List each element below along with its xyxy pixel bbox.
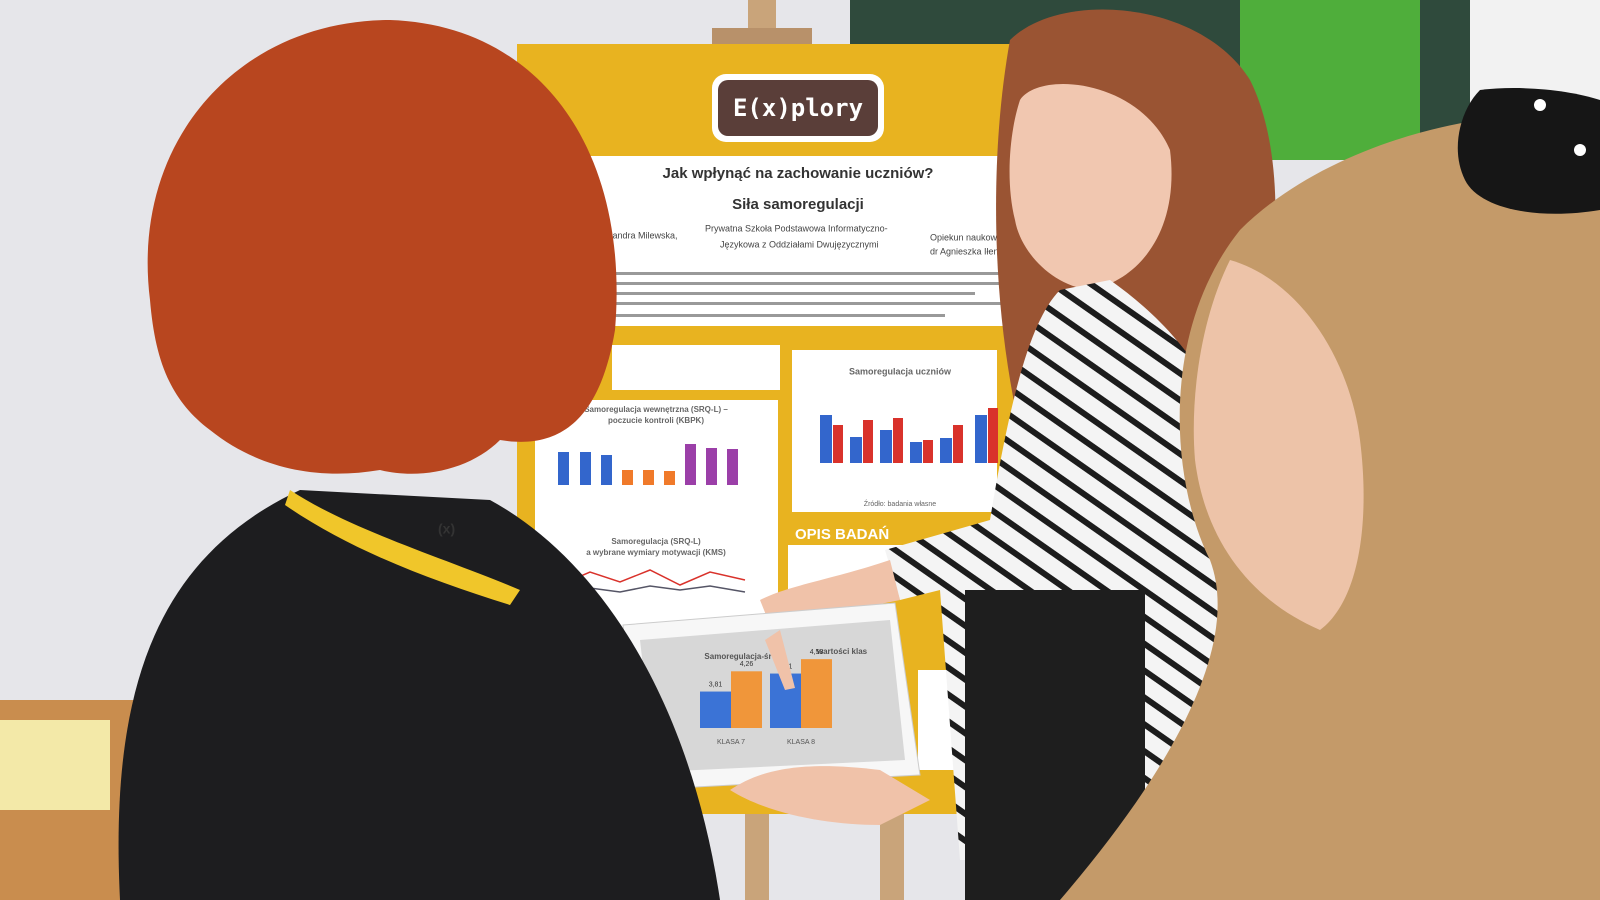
author: sandra Milewska, — [608, 230, 678, 240]
poster-chart-title: Samoregulacja wewnętrzna (SRQ-L) – — [584, 405, 728, 414]
arm — [760, 560, 900, 625]
poster-chart-title: Samoregulacja uczniów — [849, 366, 952, 376]
handout-title: Samoregulacja-śr — [704, 652, 771, 661]
school: Prywatna Szkoła Podstawowa Informatyczno… — [705, 223, 888, 233]
bow-dot — [1574, 144, 1586, 156]
logo: E(x)plory — [733, 94, 863, 122]
finger — [765, 630, 795, 690]
hair — [147, 20, 617, 474]
poster-chart-line — [559, 569, 746, 586]
poster-chart-title: poczucie kontroli (KBPK) — [608, 416, 704, 425]
window-sign — [1240, 0, 1420, 160]
lanyard — [285, 490, 520, 605]
poster-subtitle: Siła samoregulacji — [732, 196, 864, 213]
value-label: 3,81 — [709, 681, 723, 688]
poster-chart-title: Samoregulacja (SRQ-L) — [611, 537, 701, 546]
sweater — [118, 490, 720, 900]
advisor: dr Agnieszka Iłendo-Milew — [930, 246, 1035, 256]
title-panel — [590, 156, 1037, 326]
x-tick-label: KLASA 8 — [787, 739, 815, 746]
source: Źródło: badania własne — [864, 499, 936, 508]
hand — [730, 766, 930, 825]
bow-dot — [1534, 99, 1546, 111]
face — [1193, 260, 1364, 630]
school: Językowa z Oddziałami Dwujęzycznymi — [720, 239, 879, 249]
bar — [801, 659, 832, 728]
poster-chart-bars — [820, 408, 998, 463]
bar — [700, 691, 731, 728]
poster-chart-bars — [558, 444, 738, 485]
poster-title: Jak wpłynąć na zachowanie uczniów? — [663, 165, 934, 182]
value-label: 4,26 — [740, 661, 754, 668]
poster-chart-title: a wybrane wymiary motywacji (KMS) — [586, 548, 726, 557]
lanyard-text: (x) — [438, 521, 455, 537]
papers — [0, 720, 110, 810]
handout-chart: Samoregulacja-śr wartości klas KLASA 7 3,… — [700, 647, 868, 746]
x-tick-label: KLASA 7 — [717, 739, 745, 746]
body-text — [615, 272, 1015, 317]
section-heading: OPIS BADAŃ — [795, 526, 889, 543]
handout-title: wartości klas — [816, 647, 868, 656]
hair-bow — [1457, 88, 1600, 214]
text-panel — [612, 345, 780, 390]
logo-box — [718, 80, 878, 136]
value-label: 4,53 — [810, 649, 824, 656]
advisor: Opiekun naukowy: — [930, 232, 1004, 242]
bar — [731, 671, 762, 728]
easel-clamp — [712, 28, 812, 48]
easel-leg — [745, 800, 769, 900]
face — [1009, 84, 1172, 291]
